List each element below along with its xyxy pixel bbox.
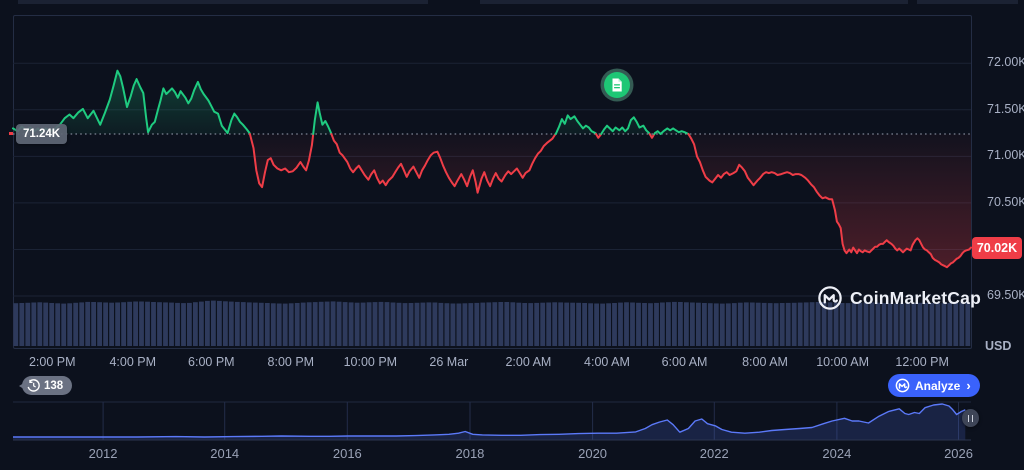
toolbar-stub[interactable] bbox=[480, 0, 908, 4]
x-axis-tick-label: 6:00 AM bbox=[661, 355, 708, 369]
drag-handle-icon bbox=[967, 414, 970, 422]
coinmarketcap-watermark: CoinMarketCap bbox=[817, 285, 981, 311]
x-axis-tick-label: 4:00 PM bbox=[109, 355, 157, 369]
currency-unit-label: USD bbox=[985, 339, 1012, 353]
analyze-label: Analyze bbox=[915, 378, 961, 393]
watermark-text: CoinMarketCap bbox=[850, 287, 981, 308]
coinmarketcap-logo-icon bbox=[817, 285, 843, 311]
x-axis-tick-label: 2:00 PM bbox=[28, 355, 76, 369]
navigator-year-label: 2018 bbox=[455, 446, 485, 461]
chevron-right-icon: › bbox=[966, 378, 971, 393]
news-document-icon bbox=[611, 78, 623, 92]
x-axis-tick-label: 10:00 AM bbox=[816, 355, 870, 369]
x-axis-tick-label: 12:00 PM bbox=[895, 355, 949, 369]
x-axis-tick-label: 10:00 PM bbox=[343, 355, 398, 369]
navigator-year-label: 2020 bbox=[578, 446, 608, 461]
x-axis-tick-label: 4:00 AM bbox=[584, 355, 630, 369]
y-axis-tick-label: 71.00K bbox=[987, 148, 1024, 163]
y-axis-tick-label: 71.50K bbox=[987, 101, 1024, 116]
baseline-price-badge: 71.24K bbox=[16, 124, 68, 145]
baseline-tick bbox=[9, 132, 13, 135]
y-axis-tick-label: 70.50K bbox=[987, 194, 1024, 209]
x-axis-tick-label: 8:00 PM bbox=[267, 355, 315, 369]
drag-handle-icon bbox=[971, 414, 974, 422]
navigator-drag-handle[interactable] bbox=[962, 409, 979, 427]
navigator-year-label: 2016 bbox=[332, 446, 362, 461]
coinmarketcap-logo-icon bbox=[895, 378, 910, 393]
analyze-button[interactable]: Analyze › bbox=[888, 374, 980, 397]
toolbar-stub[interactable] bbox=[917, 0, 1018, 4]
navigator-year-label: 2026 bbox=[944, 446, 973, 461]
x-axis-tick-label: 26 Mar bbox=[429, 355, 469, 369]
navigator-year-label: 2024 bbox=[822, 446, 852, 461]
x-axis-tick-label: 2:00 AM bbox=[505, 355, 552, 369]
history-count-badge[interactable]: 138 bbox=[22, 376, 73, 395]
x-axis-tick-label: 8:00 AM bbox=[742, 355, 788, 369]
x-axis-tick-label: 6:00 PM bbox=[188, 355, 235, 369]
y-axis-tick-label: 69.50K bbox=[987, 288, 1024, 303]
chart-panel-border bbox=[13, 15, 972, 349]
y-axis-tick-label: 72.00K bbox=[987, 55, 1024, 70]
history-clock-icon bbox=[27, 379, 40, 392]
news-event-marker[interactable] bbox=[604, 72, 630, 98]
navigator-year-label: 2012 bbox=[88, 446, 118, 461]
navigator-year-label: 2014 bbox=[210, 446, 240, 461]
history-count: 138 bbox=[44, 379, 64, 392]
last-price-badge: 70.02K bbox=[972, 236, 1022, 259]
navigator-year-label: 2022 bbox=[699, 446, 729, 461]
toolbar-stub[interactable] bbox=[18, 0, 428, 4]
